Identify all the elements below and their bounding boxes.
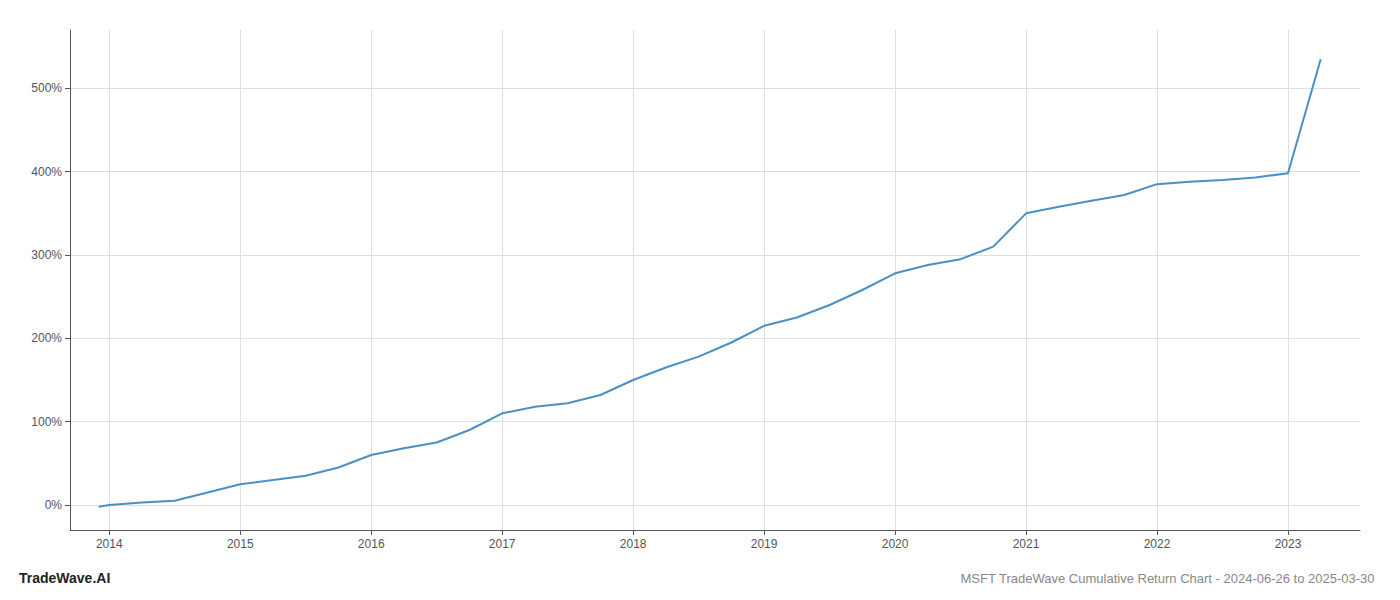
svg-text:2016: 2016	[358, 537, 385, 551]
svg-text:2017: 2017	[489, 537, 516, 551]
svg-text:2019: 2019	[751, 537, 778, 551]
svg-text:100%: 100%	[31, 415, 62, 429]
svg-text:2022: 2022	[1144, 537, 1171, 551]
svg-text:2023: 2023	[1275, 537, 1302, 551]
svg-text:200%: 200%	[31, 331, 62, 345]
svg-text:2021: 2021	[1013, 537, 1040, 551]
svg-text:300%: 300%	[31, 248, 62, 262]
svg-text:400%: 400%	[31, 165, 62, 179]
svg-text:0%: 0%	[45, 498, 63, 512]
svg-text:MSFT TradeWave Cumulative Retu: MSFT TradeWave Cumulative Return Chart -…	[960, 571, 1374, 586]
svg-text:500%: 500%	[31, 81, 62, 95]
svg-text:TradeWave.AI: TradeWave.AI	[19, 570, 110, 586]
svg-text:2018: 2018	[620, 537, 647, 551]
svg-text:2014: 2014	[96, 537, 123, 551]
svg-text:2015: 2015	[227, 537, 254, 551]
svg-text:2020: 2020	[882, 537, 909, 551]
